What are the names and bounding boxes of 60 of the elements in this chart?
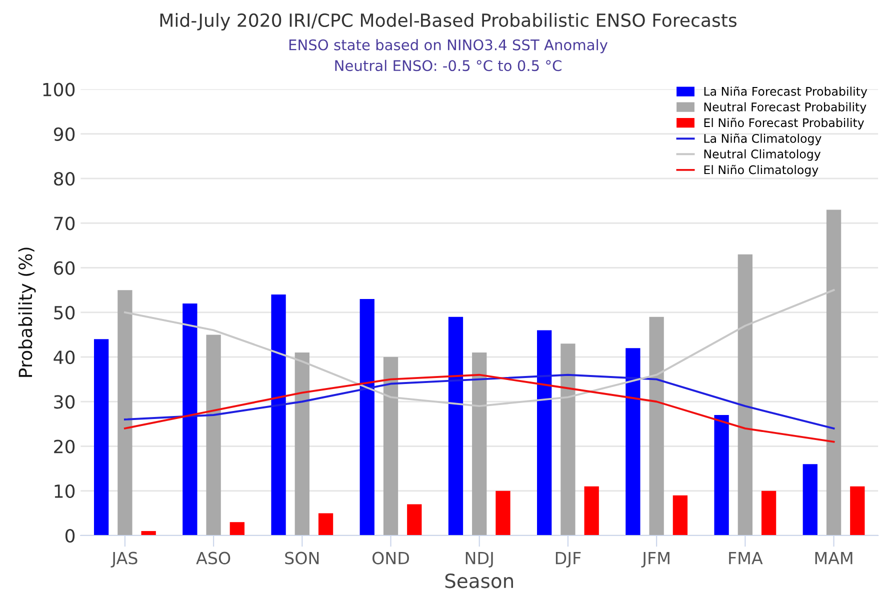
x-tick-label: SON (285, 552, 319, 564)
line-series (124, 374, 835, 443)
chart-subtitle: ENSO state based on NINO3.4 SST Anomaly Neutral ENSO: -0.5 °C to 0.5 °C (289, 39, 608, 72)
y-tick-label: 100 (43, 82, 75, 96)
bar (230, 522, 244, 536)
y-tick-label: 30 (54, 395, 75, 409)
bar (537, 330, 552, 536)
y-tick-label: 90 (54, 127, 75, 141)
y-tick-label: 80 (54, 172, 75, 186)
bar (94, 339, 109, 536)
bar (672, 495, 688, 536)
bar (182, 303, 198, 536)
bar (496, 490, 510, 536)
x-axis-title: Season (445, 574, 513, 588)
x-tick-label: FMA (729, 552, 763, 564)
bar (118, 290, 132, 536)
x-tick-label: OND (372, 552, 409, 564)
bar (761, 490, 776, 536)
bar (738, 254, 752, 536)
y-tick-label: 20 (54, 440, 75, 454)
bar (271, 294, 286, 536)
bar (560, 344, 576, 536)
bar (802, 464, 818, 536)
bar (584, 486, 599, 536)
y-axis-title: Probability (%) (18, 248, 36, 377)
x-tick-label: DJF (556, 552, 581, 568)
bar (714, 415, 729, 536)
bar (407, 504, 422, 536)
line-series (124, 374, 835, 430)
bar (360, 298, 374, 536)
bar (206, 334, 221, 536)
line-series (124, 289, 835, 408)
chart-title: Mid-July 2020 IRI/CPC Model-Based Probabilistic ENSO Forecasts (160, 13, 737, 31)
legend-label: La Niña Forecast Probability (704, 86, 868, 98)
bar (448, 316, 464, 536)
bar (318, 513, 334, 536)
y-tick-label: 10 (54, 484, 75, 498)
x-tick-label: JAS (110, 552, 138, 568)
bar (294, 352, 310, 536)
y-tick-label: 50 (54, 306, 75, 320)
y-tick-label: 0 (65, 528, 75, 543)
legend-label: El Niño Climatology (704, 164, 818, 177)
legend-label: Neutral Forecast Probability (704, 102, 866, 114)
y-tick-label: 40 (54, 350, 75, 364)
y-tick-label: 70 (54, 216, 75, 230)
y-tick-label: 60 (54, 261, 75, 275)
x-tick-label: NDJ (466, 552, 493, 568)
bar (141, 531, 156, 536)
bar (472, 352, 487, 536)
legend-label: La Niña Climatology (704, 134, 822, 146)
bar (826, 210, 842, 536)
x-tick-label: ASO (196, 552, 230, 564)
x-tick-label: MAM (815, 552, 852, 564)
bar (649, 316, 664, 536)
bar (850, 486, 865, 536)
bar (383, 357, 398, 536)
x-tick-label: JFM (641, 552, 670, 568)
legend-label: Neutral Climatology (704, 149, 821, 161)
legend-label: El Niño Forecast Probability (704, 118, 864, 130)
bar (626, 348, 640, 536)
